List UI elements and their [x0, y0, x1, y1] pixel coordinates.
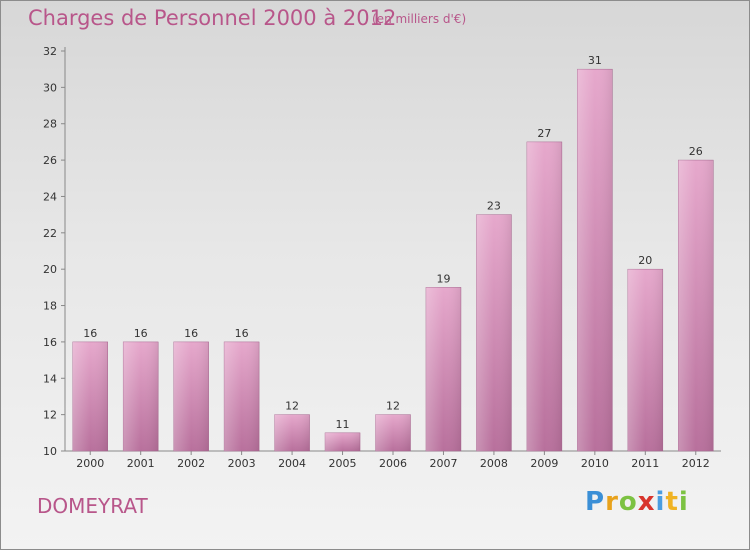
bar-shade-2000 — [72, 341, 108, 451]
data-label-2012: 26 — [689, 145, 703, 158]
y-tick-label: 14 — [43, 372, 57, 385]
x-tick-label: 2008 — [480, 457, 508, 470]
y-tick-label: 32 — [43, 45, 57, 58]
data-label-2009: 27 — [537, 127, 551, 140]
logo-letter: t — [665, 487, 679, 517]
logo-letter: r — [605, 487, 619, 517]
data-label-2011: 20 — [638, 254, 652, 267]
bar-shade-2006 — [375, 414, 411, 451]
x-tick-label: 2010 — [581, 457, 609, 470]
x-tick-label: 2005 — [329, 457, 357, 470]
y-tick-label: 18 — [43, 300, 57, 313]
x-tick-label: 2012 — [682, 457, 710, 470]
x-tick-label: 2009 — [530, 457, 558, 470]
data-label-2006: 12 — [386, 400, 400, 413]
bar-shade-2004 — [274, 414, 310, 451]
logo-letter: i — [655, 487, 666, 517]
data-label-2001: 16 — [134, 327, 148, 340]
bar-shade-2008 — [476, 214, 512, 451]
bar-shade-2012 — [678, 160, 714, 451]
y-tick-label: 10 — [43, 445, 57, 458]
y-tick-label: 16 — [43, 336, 57, 349]
data-label-2003: 16 — [235, 327, 249, 340]
x-tick-label: 2002 — [177, 457, 205, 470]
commune-name: DOMEYRAT — [37, 494, 148, 518]
logo-letter: P — [585, 487, 606, 517]
y-tick-label: 30 — [43, 81, 57, 94]
data-label-2000: 16 — [83, 327, 97, 340]
data-label-2002: 16 — [184, 327, 198, 340]
y-tick-label: 26 — [43, 154, 57, 167]
x-tick-label: 2000 — [76, 457, 104, 470]
bar-shade-2010 — [577, 69, 613, 451]
logo-letter: o — [618, 487, 638, 517]
x-tick-label: 2011 — [631, 457, 659, 470]
bar-shade-2011 — [627, 269, 663, 451]
bar-shade-2007 — [425, 287, 461, 451]
proxiti-logo: Proxiti — [585, 487, 689, 517]
bar-shade-2003 — [224, 341, 260, 451]
data-label-2010: 31 — [588, 54, 602, 67]
chart-title: Charges de Personnel 2000 à 2012 — [28, 6, 397, 30]
bar-shade-2005 — [325, 432, 361, 451]
logo-letter: i — [678, 487, 689, 517]
bar-shade-2001 — [123, 341, 159, 451]
x-tick-label: 2001 — [127, 457, 155, 470]
chart-subtitle: (en milliers d'€) — [372, 12, 467, 26]
bar-shade-2002 — [173, 341, 209, 451]
y-tick-label: 12 — [43, 409, 57, 422]
y-tick-label: 20 — [43, 263, 57, 276]
data-label-2004: 12 — [285, 400, 299, 413]
data-label-2008: 23 — [487, 200, 501, 213]
y-tick-label: 22 — [43, 227, 57, 240]
y-tick-label: 28 — [43, 118, 57, 131]
x-tick-label: 2003 — [228, 457, 256, 470]
data-label-2005: 11 — [336, 418, 350, 431]
data-label-2007: 19 — [436, 272, 450, 285]
logo-letter: x — [637, 487, 656, 517]
x-tick-label: 2006 — [379, 457, 407, 470]
x-tick-label: 2007 — [429, 457, 457, 470]
x-tick-label: 2004 — [278, 457, 306, 470]
bar-shade-2009 — [526, 141, 562, 451]
y-tick-label: 24 — [43, 190, 57, 203]
